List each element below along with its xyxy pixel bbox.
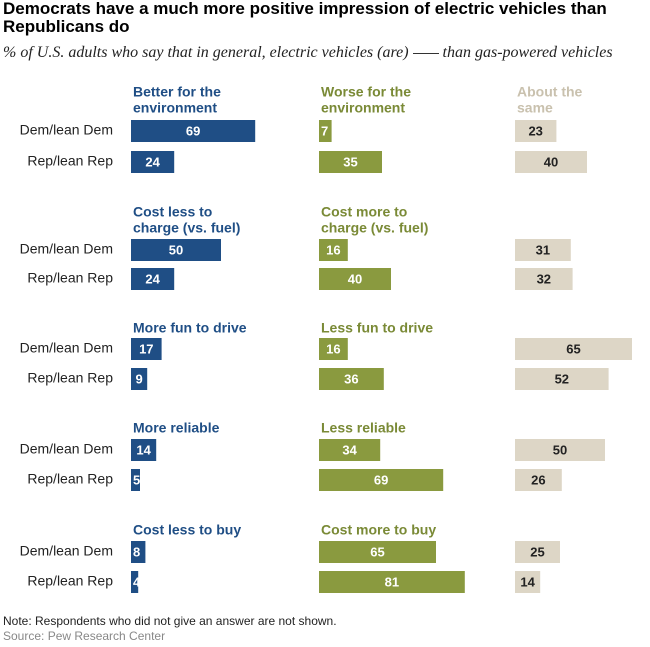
column-label-positive: Cost less to — [133, 204, 212, 220]
bar-positive — [131, 469, 140, 491]
bar-positive — [131, 439, 157, 461]
bar-negative — [319, 439, 381, 461]
data-label-same: 40 — [544, 154, 558, 169]
bar-negative — [319, 268, 391, 290]
subtitle-before: % of U.S. adults who say that in general… — [3, 44, 409, 61]
data-label-negative: 69 — [374, 472, 388, 487]
bar-positive — [131, 151, 175, 173]
bar-positive — [131, 239, 221, 261]
column-label-same: About the — [517, 84, 583, 100]
column-label-negative: Cost more to buy — [321, 522, 436, 538]
data-label-same: 14 — [520, 574, 535, 589]
bar-negative — [319, 239, 348, 261]
data-label-positive: 9 — [135, 371, 142, 386]
data-label-same: 52 — [555, 371, 569, 386]
column-label-negative: charge (vs. fuel) — [321, 220, 428, 236]
bar-positive — [131, 120, 256, 142]
column-label-negative: Less fun to drive — [321, 320, 433, 336]
bar-same — [515, 571, 541, 593]
column-label-negative: environment — [321, 100, 405, 116]
bar-same — [515, 541, 560, 563]
data-label-positive: 50 — [169, 242, 183, 257]
data-label-same: 26 — [531, 472, 545, 487]
bar-same — [515, 268, 573, 290]
bar-positive — [131, 368, 148, 390]
data-label-negative: 81 — [385, 574, 399, 589]
row-label: Dem/lean Dem — [20, 122, 113, 138]
column-label-positive: More fun to drive — [133, 320, 247, 336]
bar-same — [515, 151, 587, 173]
data-label-negative: 7 — [321, 123, 328, 138]
data-label-negative: 35 — [343, 154, 357, 169]
bar-positive — [131, 541, 146, 563]
row-label: Rep/lean Rep — [27, 153, 113, 169]
bar-same — [515, 439, 605, 461]
data-label-same: 31 — [536, 242, 550, 257]
data-label-negative: 36 — [344, 371, 358, 386]
data-label-same: 65 — [566, 341, 580, 356]
row-label: Rep/lean Rep — [27, 573, 113, 589]
data-label-negative: 16 — [326, 341, 340, 356]
data-label-negative: 16 — [326, 242, 340, 257]
bar-negative — [319, 368, 384, 390]
data-label-negative: 65 — [370, 544, 384, 559]
column-label-positive: More reliable — [133, 420, 220, 436]
bar-negative — [319, 338, 348, 360]
column-label-positive: environment — [133, 100, 217, 116]
row-label: Dem/lean Dem — [20, 241, 113, 257]
row-label: Dem/lean Dem — [20, 340, 113, 356]
row-label: Dem/lean Dem — [20, 441, 113, 457]
column-label-positive: Better for the — [133, 84, 221, 100]
bar-positive — [131, 268, 175, 290]
bar-positive — [131, 338, 162, 360]
data-label-same: 25 — [530, 544, 544, 559]
bar-same — [515, 338, 632, 360]
column-label-negative: Worse for the — [321, 84, 411, 100]
data-label-negative: 40 — [348, 271, 362, 286]
data-label-same: 23 — [528, 123, 542, 138]
row-label: Rep/lean Rep — [27, 471, 113, 487]
column-label-same: same — [517, 100, 553, 116]
column-label-negative: Cost more to — [321, 204, 407, 220]
bar-same — [515, 120, 557, 142]
row-label: Rep/lean Rep — [27, 370, 113, 386]
data-label-positive: 69 — [186, 123, 200, 138]
data-label-positive: 14 — [136, 442, 151, 457]
data-label-positive: 24 — [145, 154, 160, 169]
bar-positive — [131, 571, 139, 593]
data-label-positive: 8 — [133, 544, 140, 559]
bar-negative — [319, 151, 382, 173]
chart-note: Note: Respondents who did not give an an… — [3, 614, 337, 628]
column-label-negative: Less reliable — [321, 420, 406, 436]
bar-same — [515, 368, 609, 390]
chart-source: Source: Pew Research Center — [3, 629, 166, 643]
bar-same — [515, 469, 562, 491]
data-label-positive: 5 — [133, 472, 140, 487]
chart-title: Democrats have a much more positive impr… — [3, 0, 607, 36]
data-label-negative: 34 — [342, 442, 357, 457]
data-label-positive: 17 — [139, 341, 153, 356]
data-label-positive: 4 — [133, 574, 141, 589]
bar-negative — [319, 571, 465, 593]
data-label-same: 50 — [553, 442, 567, 457]
subtitle-blank — [412, 52, 439, 55]
bar-negative — [319, 469, 444, 491]
subtitle-after: than gas-powered vehicles — [442, 44, 613, 61]
row-label: Rep/lean Rep — [27, 270, 113, 286]
data-label-positive: 24 — [145, 271, 160, 286]
column-label-positive: charge (vs. fuel) — [133, 220, 240, 236]
bar-negative — [319, 541, 436, 563]
data-label-same: 32 — [537, 271, 551, 286]
column-label-positive: Cost less to buy — [133, 522, 241, 538]
chart-subtitle: % of U.S. adults who say that in general… — [3, 44, 648, 62]
row-label: Dem/lean Dem — [20, 543, 113, 559]
bar-same — [515, 239, 571, 261]
bar-negative — [319, 120, 332, 142]
